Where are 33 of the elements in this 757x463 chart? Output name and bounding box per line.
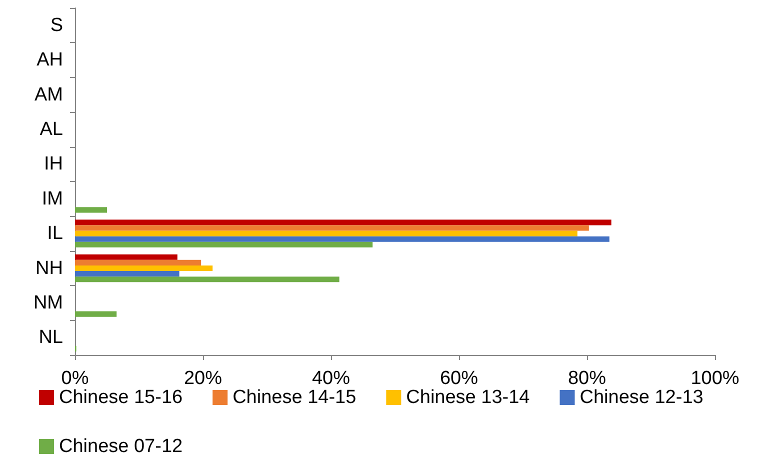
legend-label: Chinese 12-13	[580, 387, 704, 408]
legend-label: Chinese 14-15	[232, 387, 356, 408]
y-tick-label: NH	[36, 258, 63, 279]
x-tick-label: 40%	[312, 368, 350, 389]
x-tick-label: 0%	[61, 368, 89, 389]
y-tick-label: AM	[34, 84, 63, 106]
legend-label: Chinese 07-12	[59, 436, 183, 457]
y-tick-label: AH	[36, 50, 63, 71]
bar	[75, 220, 612, 226]
bar	[75, 260, 202, 266]
bar	[75, 311, 117, 317]
y-tick-label: NM	[33, 292, 63, 314]
bar	[75, 225, 589, 231]
bar	[75, 236, 610, 242]
bar	[75, 271, 180, 277]
bar	[75, 207, 107, 213]
bar	[75, 230, 578, 236]
y-tick-label: NL	[38, 327, 63, 348]
y-tick-label: AL	[40, 118, 63, 140]
y-tick-label: S	[50, 14, 63, 36]
bar	[75, 265, 213, 272]
y-tick-label: IM	[42, 188, 63, 210]
legend-label: Chinese 13-14	[406, 387, 530, 408]
legend-label: Chinese 15-16	[59, 387, 183, 408]
x-tick-label: 100%	[690, 368, 740, 389]
x-tick-label: 20%	[184, 368, 222, 389]
bar	[75, 254, 178, 260]
bar	[75, 242, 373, 248]
y-tick-label: IH	[44, 154, 63, 175]
x-tick-label: 80%	[568, 368, 606, 389]
y-tick-label: IL	[47, 223, 63, 244]
bar	[75, 276, 340, 282]
x-tick-label: 60%	[440, 368, 478, 389]
